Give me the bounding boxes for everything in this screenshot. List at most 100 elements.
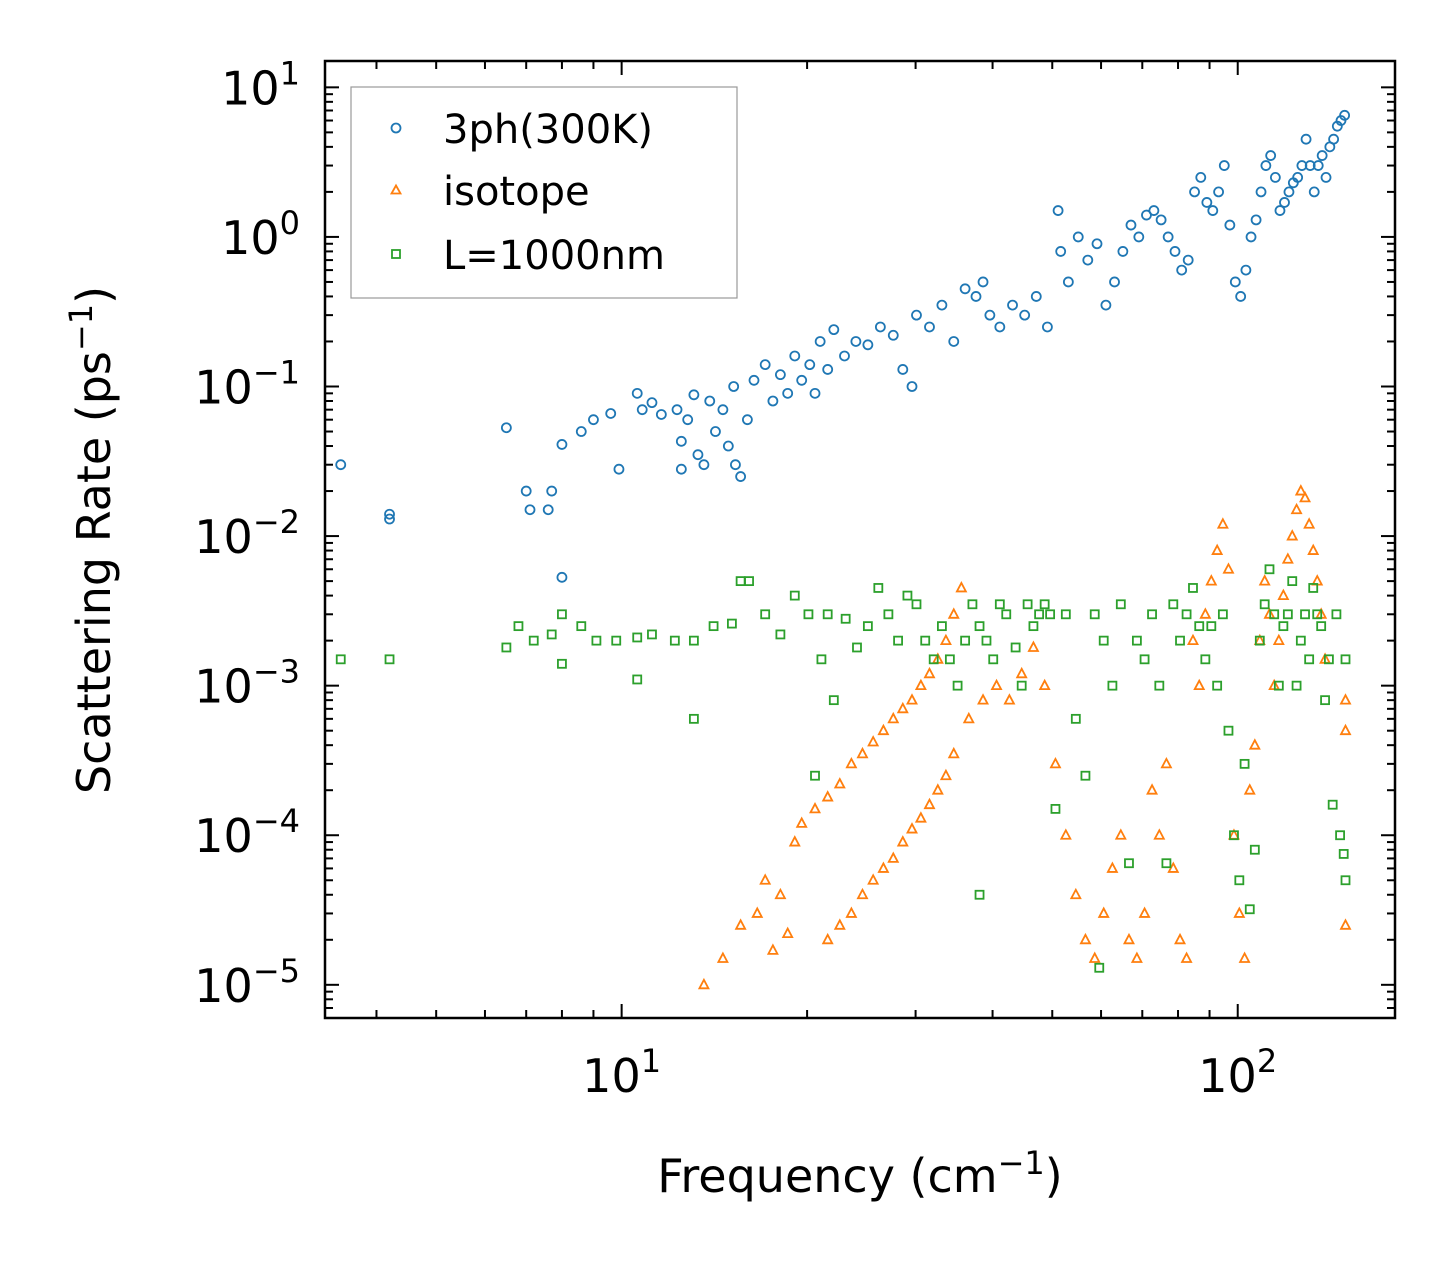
data-point <box>774 887 787 900</box>
data-point <box>1283 186 1295 198</box>
data-point <box>727 618 737 629</box>
x-axis-title-end: ) <box>1045 1149 1063 1203</box>
data-point <box>710 426 721 437</box>
data-point <box>1295 635 1306 646</box>
data-point <box>1080 770 1091 781</box>
data-point <box>962 711 975 724</box>
y-axis-title-sup: −1 <box>62 304 100 351</box>
data-point <box>867 873 880 885</box>
data-point <box>1229 276 1241 288</box>
data-point <box>928 654 939 665</box>
data-point <box>911 599 922 610</box>
data-point <box>744 576 754 587</box>
data-point <box>1098 635 1109 646</box>
data-point <box>1279 197 1290 208</box>
data-point <box>542 504 554 516</box>
data-point <box>1229 830 1239 841</box>
data-point <box>960 635 971 646</box>
data-point <box>1122 932 1135 945</box>
data-point <box>1207 205 1219 216</box>
data-point <box>923 666 936 679</box>
data-point <box>1239 758 1250 769</box>
data-point <box>1281 552 1294 564</box>
data-point <box>1131 635 1142 646</box>
data-point <box>384 513 395 525</box>
data-point <box>1303 517 1316 529</box>
y-tick-label: 100 <box>221 204 300 265</box>
y-tick-exp: −5 <box>253 952 300 990</box>
data-point <box>850 336 862 347</box>
data-point <box>1117 246 1129 257</box>
data-point <box>767 395 779 407</box>
data-point <box>1015 666 1028 679</box>
data-point <box>1049 756 1062 769</box>
plot-layer <box>335 109 1352 990</box>
x-tick-base: 10 <box>1198 1049 1257 1103</box>
data-point <box>766 943 779 955</box>
data-point <box>513 621 524 632</box>
data-point <box>936 299 948 311</box>
data-point <box>1082 254 1094 266</box>
data-point <box>1304 160 1316 171</box>
data-point <box>632 632 643 643</box>
data-point <box>1274 205 1286 216</box>
data-point <box>896 701 909 714</box>
data-point <box>906 693 918 705</box>
data-point <box>1248 738 1261 750</box>
data-point <box>1233 906 1246 918</box>
data-point <box>1107 680 1118 691</box>
data-point <box>924 321 935 333</box>
data-point <box>675 435 687 447</box>
data-point <box>647 629 657 640</box>
data-point <box>1316 150 1328 161</box>
y-tick-exp: 0 <box>280 204 300 242</box>
data-point <box>1300 609 1310 620</box>
data-point <box>967 599 978 610</box>
data-point <box>988 654 999 665</box>
data-point <box>524 504 536 516</box>
data-point <box>1339 109 1351 121</box>
data-point <box>939 768 952 781</box>
legend: 3ph(300K) isotope L=1000nm <box>350 86 738 299</box>
y-tick-base: 10 <box>194 510 253 564</box>
y-tick-label: 10−2 <box>194 503 300 564</box>
data-point <box>944 654 955 665</box>
data-point <box>1034 609 1045 620</box>
data-point <box>1028 621 1039 632</box>
data-point <box>646 397 658 409</box>
data-point <box>1299 490 1312 503</box>
data-point <box>874 321 886 333</box>
data-point <box>1272 633 1285 646</box>
data-point <box>1106 861 1119 873</box>
data-point <box>1234 875 1245 886</box>
data-point <box>632 674 643 685</box>
data-point <box>948 336 960 347</box>
series-1 <box>697 484 1352 990</box>
data-point <box>1079 932 1092 945</box>
data-point <box>1240 264 1252 276</box>
data-point <box>688 713 699 724</box>
data-point <box>1089 609 1100 620</box>
data-point <box>1211 543 1224 555</box>
data-point <box>781 926 794 938</box>
data-point <box>1307 543 1320 555</box>
data-point <box>1003 693 1016 705</box>
data-point <box>546 629 557 640</box>
data-point <box>1238 951 1251 963</box>
data-point <box>1193 678 1206 691</box>
data-point <box>1147 609 1157 620</box>
data-point <box>1100 299 1112 311</box>
data-point <box>1327 799 1338 810</box>
data-point <box>828 695 839 706</box>
data-point <box>856 887 869 900</box>
data-point <box>1340 875 1351 886</box>
data-point <box>1249 844 1260 855</box>
legend-label-isotope: isotope <box>443 169 590 215</box>
data-point <box>735 471 747 482</box>
data-point <box>856 746 869 759</box>
x-tick-base: 10 <box>582 1049 641 1103</box>
data-point <box>939 633 952 646</box>
x-tick-label: 102 <box>1198 1042 1277 1103</box>
data-point <box>974 621 985 632</box>
y-axis-title-end: ) <box>67 286 121 304</box>
